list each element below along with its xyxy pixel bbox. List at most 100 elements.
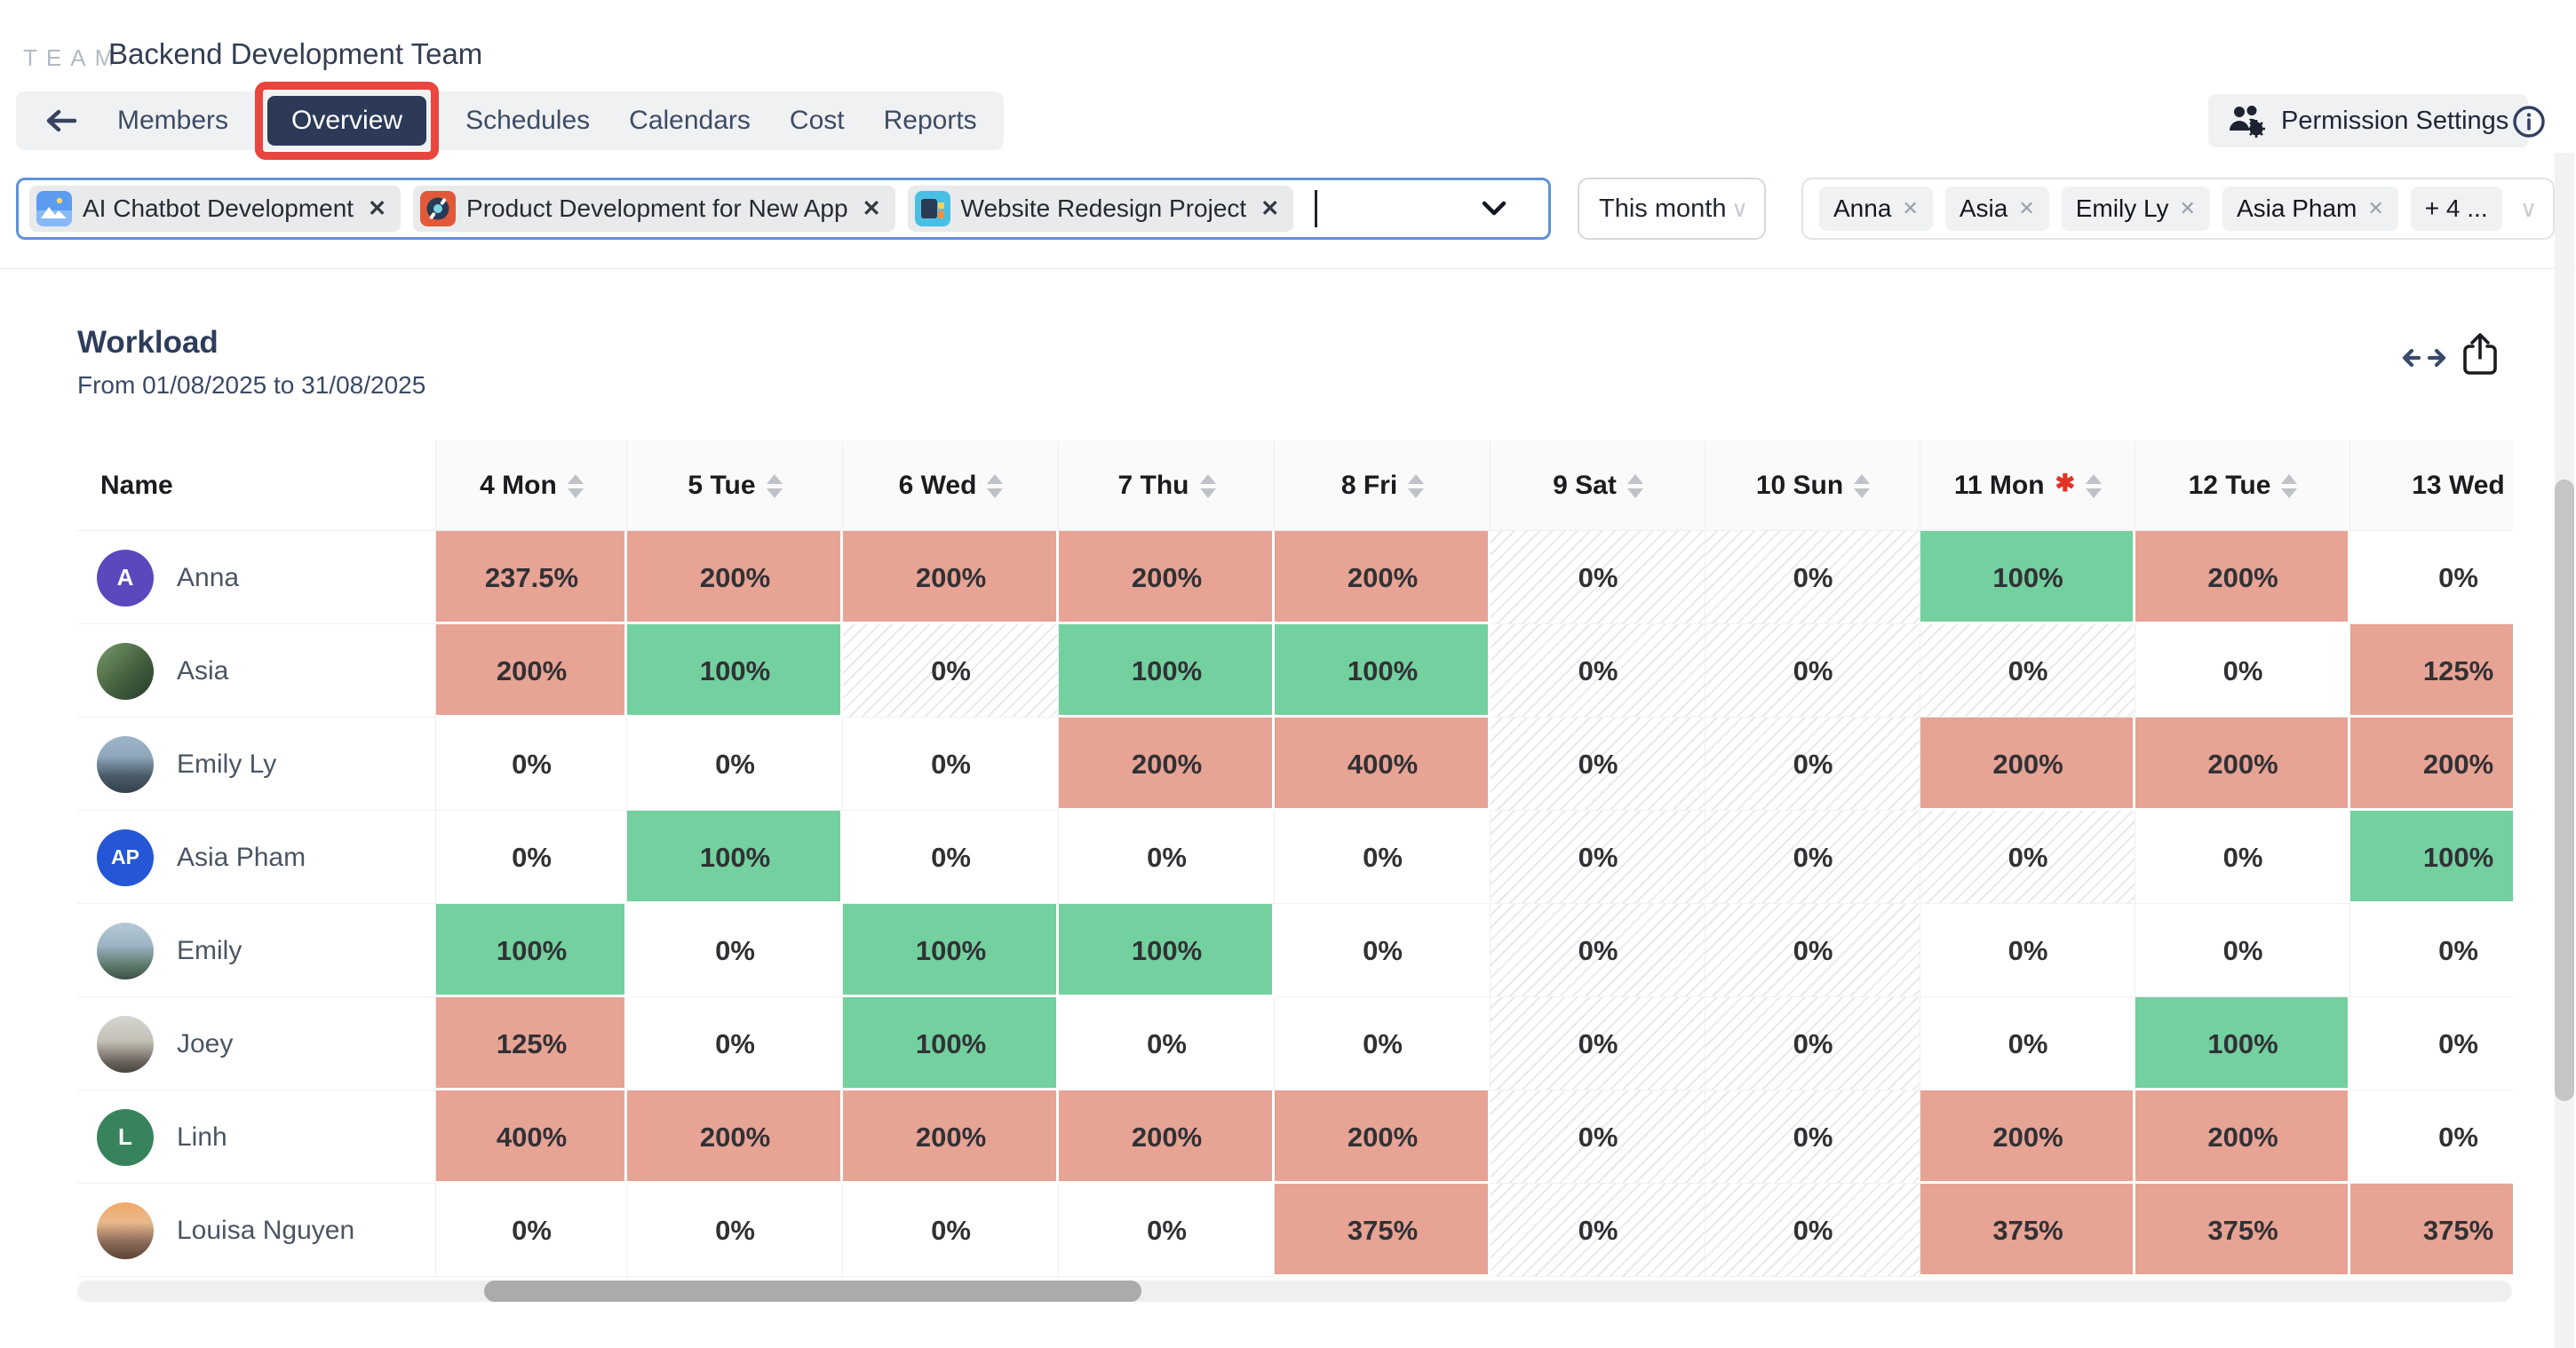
workload-cell: 0% <box>1491 811 1705 904</box>
member-name-cell[interactable]: Emily <box>77 904 436 997</box>
member-name-cell[interactable]: A Anna <box>77 531 436 624</box>
workload-cell: 200% <box>436 624 627 718</box>
workload-cell: 0% <box>2350 1090 2513 1184</box>
member-overflow-tag[interactable]: + 4 ... <box>2410 186 2502 231</box>
tab-reports[interactable]: Reports <box>883 106 977 135</box>
member-filter-input[interactable]: Anna ✕ Asia ✕ Emily Ly ✕ Asia Pham ✕ + 4… <box>1801 178 2555 240</box>
member-name-cell[interactable]: Joey <box>77 997 436 1090</box>
sort-icon[interactable] <box>1408 473 1425 498</box>
permission-settings-button[interactable]: Permission Settings <box>2208 94 2529 147</box>
column-header-label: 12 Tue <box>2188 471 2271 500</box>
horizontal-scrollbar[interactable] <box>77 1281 2512 1302</box>
remove-tag-icon[interactable]: ✕ <box>862 196 881 221</box>
member-name-cell[interactable]: AP Asia Pham <box>77 811 436 904</box>
column-header-day[interactable]: 10 Sun <box>1705 440 1920 531</box>
tab-overview[interactable]: Overview <box>255 82 440 160</box>
avatar-photo <box>97 1015 154 1073</box>
project-tag[interactable]: AI Chatbot Development ✕ <box>29 186 402 232</box>
workload-cell: 100% <box>2135 997 2350 1090</box>
workload-cell: 200% <box>843 1090 1059 1184</box>
remove-tag-icon[interactable]: ✕ <box>2179 197 2196 219</box>
back-button[interactable] <box>43 107 78 134</box>
sort-icon[interactable] <box>2086 473 2103 498</box>
workload-cell: 0% <box>1275 811 1491 904</box>
workload-cell: 200% <box>1059 531 1275 624</box>
share-export-icon[interactable] <box>2459 330 2501 377</box>
column-header-day[interactable]: 11 Mon ✱ <box>1920 440 2135 531</box>
remove-tag-icon[interactable]: ✕ <box>368 196 387 221</box>
tab-schedules[interactable]: Schedules <box>465 106 591 135</box>
column-header-day[interactable]: 6 Wed <box>843 440 1059 531</box>
workload-cell: 0% <box>1059 811 1275 904</box>
vertical-scrollbar-thumb[interactable] <box>2555 480 2574 1101</box>
project-tag[interactable]: Website Redesign Project ✕ <box>907 186 1294 232</box>
column-header-label: 6 Wed <box>898 471 977 500</box>
project-filter-input[interactable]: AI Chatbot Development ✕ Product Develop… <box>16 178 1551 240</box>
workload-cell: 0% <box>627 904 843 997</box>
member-name-cell[interactable]: L Linh <box>77 1090 436 1184</box>
workload-cell: 200% <box>1275 531 1491 624</box>
workload-cell: 0% <box>1491 1184 1705 1277</box>
tab-members[interactable]: Members <box>117 106 229 135</box>
remove-tag-icon[interactable]: ✕ <box>1902 197 1919 219</box>
column-header-day[interactable]: 13 Wed <box>2350 440 2513 531</box>
project-tag-label: Website Redesign Project <box>960 194 1247 222</box>
workload-cell: 200% <box>2135 531 2350 624</box>
member-name-cell[interactable]: Asia <box>77 624 436 718</box>
sort-icon[interactable] <box>1626 473 1643 498</box>
workload-cell: 0% <box>1920 997 2135 1090</box>
workload-cell: 100% <box>1059 624 1275 718</box>
column-header-label: 8 Fri <box>1340 471 1398 500</box>
permission-settings-label: Permission Settings <box>2281 106 2509 135</box>
remove-tag-icon[interactable]: ✕ <box>1260 196 1280 221</box>
member-tag-label: Anna <box>1833 194 1892 222</box>
page-title: Backend Development Team <box>108 37 483 70</box>
column-header-day[interactable]: 12 Tue <box>2135 440 2350 531</box>
column-header-day[interactable]: 7 Thu <box>1059 440 1275 531</box>
project-tag[interactable]: Product Development for New App ✕ <box>413 186 895 232</box>
info-icon[interactable] <box>2512 105 2546 139</box>
workload-cell: 0% <box>2135 904 2350 997</box>
column-header-day[interactable]: 5 Tue <box>627 440 843 531</box>
member-tag[interactable]: Anna ✕ <box>1819 186 1933 231</box>
sort-icon[interactable] <box>2281 473 2298 498</box>
member-tag[interactable]: Asia ✕ <box>1944 186 2049 231</box>
remove-tag-icon[interactable]: ✕ <box>2018 197 2035 219</box>
workload-cell: 0% <box>2350 997 2513 1090</box>
workload-cell: 200% <box>627 1090 843 1184</box>
sort-icon[interactable] <box>1199 473 1216 498</box>
column-header-label: 13 Wed <box>2412 471 2505 500</box>
sort-icon[interactable] <box>1854 473 1871 498</box>
project-tag-label: Product Development for New App <box>466 194 848 222</box>
sort-icon[interactable] <box>987 473 1004 498</box>
remove-tag-icon[interactable]: ✕ <box>2367 197 2384 219</box>
tab-cost[interactable]: Cost <box>789 106 845 135</box>
period-dropdown[interactable]: This month ∨ <box>1578 178 1766 240</box>
column-header-label: 11 Mon <box>1953 471 2045 500</box>
member-name-cell[interactable]: Emily Ly <box>77 718 436 811</box>
column-header-day[interactable]: 4 Mon <box>436 440 627 531</box>
member-name-cell[interactable]: Louisa Nguyen <box>77 1184 436 1277</box>
sort-icon[interactable] <box>567 473 584 498</box>
sort-icon[interactable] <box>766 473 783 498</box>
workload-cell: 100% <box>843 904 1059 997</box>
expand-horizontal-icon[interactable] <box>2398 345 2450 371</box>
column-header-day[interactable]: 9 Sat <box>1491 440 1705 531</box>
member-tag-label: Asia Pham <box>2236 194 2357 222</box>
app-logo: TEAM <box>23 44 123 71</box>
column-header-day[interactable]: 8 Fri <box>1275 440 1491 531</box>
member-tag[interactable]: Asia Pham ✕ <box>2222 186 2398 231</box>
vertical-scrollbar[interactable] <box>2555 153 2574 1348</box>
member-tag[interactable]: Emily Ly ✕ <box>2061 186 2210 231</box>
tab-calendars[interactable]: Calendars <box>629 106 751 135</box>
workload-cell: 400% <box>1275 718 1491 811</box>
horizontal-scrollbar-thumb[interactable] <box>484 1281 1141 1302</box>
period-label: This month <box>1599 194 1727 223</box>
chevron-down-icon[interactable] <box>1479 198 1509 219</box>
workload-cell: 0% <box>1705 904 1920 997</box>
workload-cell: 0% <box>1059 1184 1275 1277</box>
workload-cell: 0% <box>2135 624 2350 718</box>
member-name-label: Emily Ly <box>177 749 277 779</box>
workload-cell: 100% <box>627 811 843 904</box>
member-overflow-label: + 4 ... <box>2424 194 2488 222</box>
